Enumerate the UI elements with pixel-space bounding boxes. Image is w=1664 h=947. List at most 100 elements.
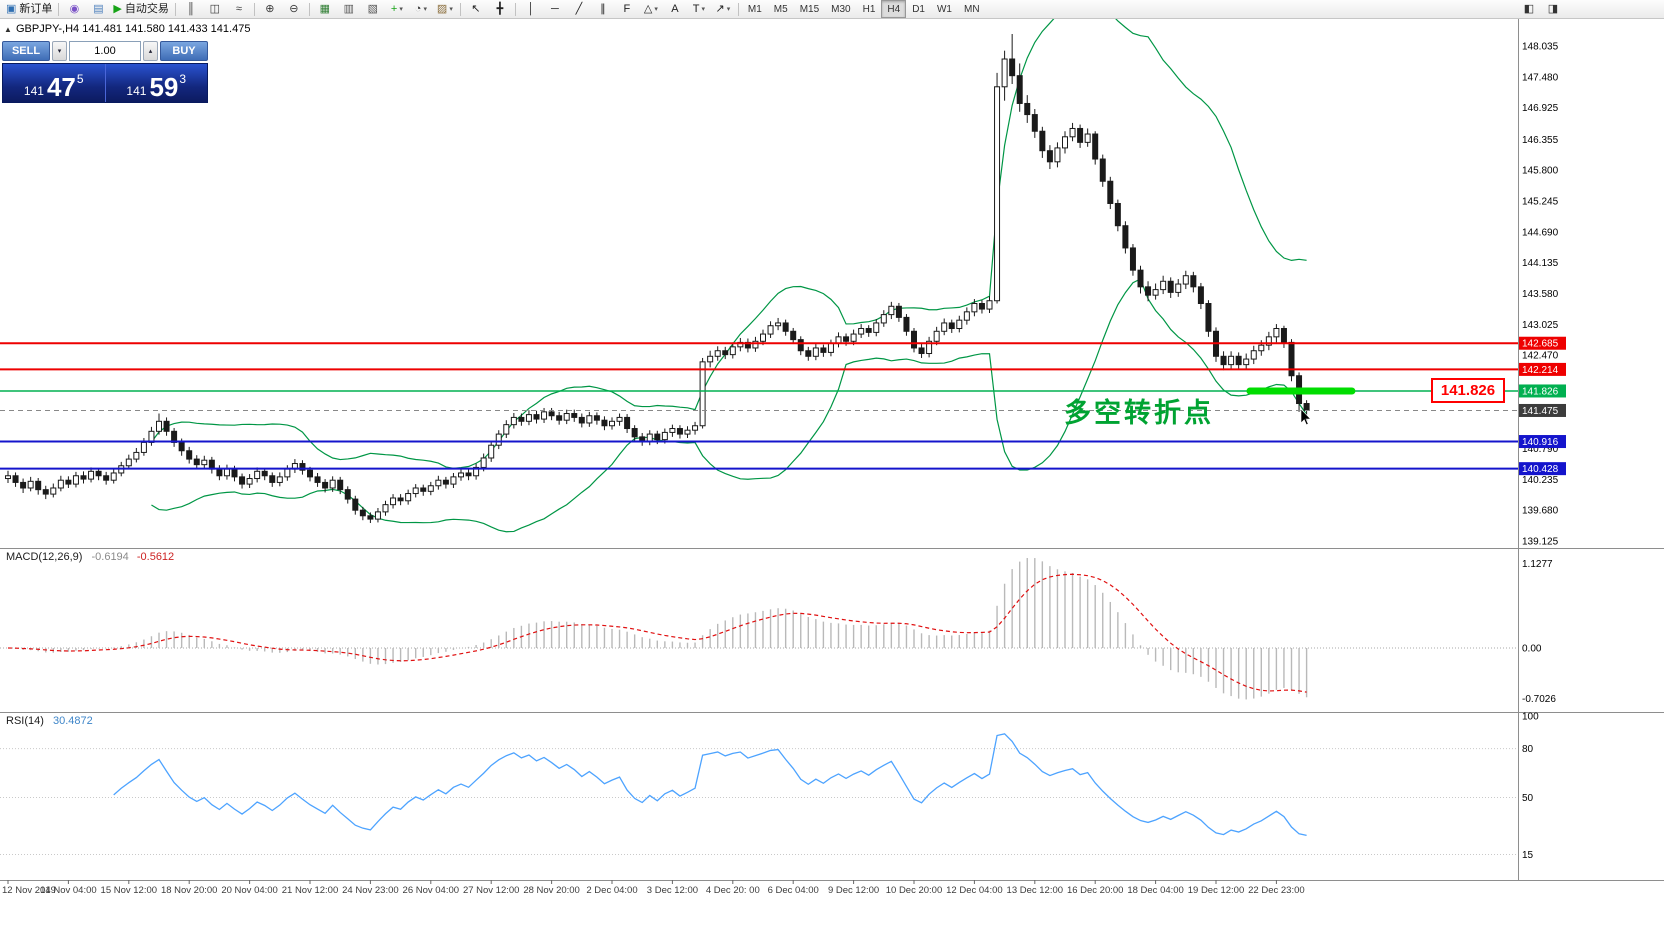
candle-body — [352, 498, 359, 511]
periods-button[interactable]: ◔ ▾ — [409, 0, 433, 19]
chart-line-icon: ≈ — [235, 2, 242, 15]
chart-bars-button[interactable]: ║ — [179, 0, 203, 19]
auto-trading-label: 自动交易 — [124, 2, 169, 15]
chart-autoscroll-button[interactable]: ◨ — [1547, 2, 1559, 15]
vertical-line-icon: │ — [527, 2, 535, 15]
timeframe-m5-button[interactable]: M5 — [773, 3, 788, 15]
candle-body — [1054, 147, 1061, 163]
zoom-out-button[interactable]: ⊖ — [282, 0, 306, 19]
price-tick-label: 147.480 — [1522, 72, 1559, 83]
caret-down-icon: ▾ — [449, 5, 453, 13]
timeframe-m15-button[interactable]: M15 — [799, 3, 820, 15]
sell-button[interactable]: SELL — [2, 41, 50, 61]
candle-body — [442, 479, 449, 485]
text-button[interactable]: A — [663, 0, 687, 19]
chart-candlesticks-button[interactable]: ◫ — [203, 0, 227, 19]
candle-body — [805, 350, 812, 357]
caret-down-icon: ▾ — [701, 5, 705, 13]
vertical-line-button[interactable]: │ — [519, 0, 543, 19]
candle-body — [1016, 75, 1023, 104]
chart-line-button[interactable]: ≈ — [227, 0, 251, 19]
candle-body — [941, 322, 948, 332]
candle-body — [510, 416, 517, 426]
cursor-button[interactable]: ↖ — [464, 0, 488, 19]
rsi-line — [113, 733, 1307, 836]
time-label: 24 Nov 23:00 — [342, 885, 399, 896]
charts-toolbar-button[interactable]: ▤ — [86, 0, 110, 19]
cascade-windows-icon: ▧ — [367, 2, 379, 15]
rsi-pane — [0, 733, 1518, 856]
crosshair-icon: ╋ — [496, 2, 504, 15]
candle-body — [246, 478, 253, 485]
candle-body — [533, 414, 540, 420]
arrows-button[interactable]: ↗ ▾ — [711, 0, 735, 19]
chart-annotation-text[interactable]: 多空转折点 — [1064, 398, 1214, 428]
timeframe-mn-button[interactable]: MN — [963, 3, 980, 15]
candle-body — [571, 413, 578, 418]
sell-price-main: 47 — [46, 72, 76, 103]
macd-signal-line — [7, 573, 1307, 693]
candle-body — [1303, 403, 1310, 411]
price-tick-label: 143.025 — [1522, 320, 1559, 331]
buy-button[interactable]: BUY — [160, 41, 208, 61]
bollinger-upper-band[interactable] — [150, 0, 1307, 469]
zoom-in-button[interactable]: ⊕ — [258, 0, 282, 19]
fibonacci-retracement-icon: F — [623, 2, 631, 15]
candle-body — [865, 328, 872, 333]
crosshair-button[interactable]: ╋ — [488, 0, 512, 19]
candle-body — [699, 361, 706, 427]
candle-body — [933, 330, 940, 342]
shapes-button[interactable]: △ ▾ — [639, 0, 663, 19]
timeframe-h4-button[interactable]: H4 — [881, 0, 907, 18]
horizontal-line-button[interactable]: ─ — [543, 0, 567, 19]
candle-body — [223, 468, 230, 477]
text-label-button[interactable]: T ▾ — [687, 0, 711, 19]
buy-price-prefix: 141 — [126, 83, 147, 98]
indicators-list-button[interactable]: + ▾ — [385, 0, 409, 19]
timeframe-w1-button[interactable]: W1 — [936, 3, 952, 15]
price-line-label-box — [1519, 384, 1566, 398]
candle-body — [827, 343, 834, 353]
one-click-collapse-arrow[interactable]: ▲ — [4, 25, 12, 34]
tile-windows-button[interactable]: ▦ — [313, 0, 337, 19]
time-label: 2 Dec 04:00 — [586, 885, 637, 896]
equidistant-channel-button[interactable]: ∥ — [591, 0, 615, 19]
auto-trading-button[interactable]: ▶ 自动交易 — [110, 0, 171, 19]
candle-body — [488, 444, 495, 459]
price-alert-box[interactable]: 141.826 — [1431, 378, 1505, 403]
trendline-button[interactable]: ╱ — [567, 0, 591, 19]
periods-icon: ◔ — [414, 2, 422, 15]
mql5-community-button[interactable]: ◉ — [62, 0, 86, 19]
candle-body — [1084, 133, 1091, 143]
candle-body — [963, 311, 970, 321]
candle-body — [1160, 280, 1167, 291]
new-order-button[interactable]: ▣ 新订单 — [3, 0, 55, 19]
candle-body — [669, 428, 676, 433]
trendline-icon: ╱ — [575, 2, 583, 15]
timeframe-h1-button[interactable]: H1 — [862, 3, 876, 15]
fibonacci-retracement-button[interactable]: F — [615, 0, 639, 19]
volume-input[interactable] — [69, 41, 141, 61]
candle-body — [1288, 341, 1295, 377]
macd-name: MACD(12,26,9) — [6, 551, 83, 563]
timeframe-m1-button[interactable]: M1 — [747, 3, 762, 15]
toolbar-separator — [174, 2, 176, 16]
buy-price-display[interactable]: 141 59 3 — [106, 64, 208, 102]
templates-button[interactable]: ▨ ▾ — [433, 0, 457, 19]
timeframe-m30-button[interactable]: M30 — [831, 3, 851, 15]
volume-increase-button[interactable]: ▴ — [143, 41, 158, 61]
candle-body — [80, 475, 87, 480]
timeframe-d1-button[interactable]: D1 — [912, 3, 925, 15]
volume-decrease-button[interactable]: ▾ — [52, 41, 67, 61]
candle-body — [714, 350, 721, 357]
chart-shift-button[interactable]: ◧ — [1523, 2, 1535, 15]
candle-body — [631, 428, 638, 438]
cascade-windows-button[interactable]: ▧ — [361, 0, 385, 19]
candle-body — [797, 339, 804, 352]
candle-body — [729, 346, 736, 356]
auto-arrange-button[interactable]: ▥ — [337, 0, 361, 19]
sell-price-display[interactable]: 141 47 5 — [3, 64, 105, 102]
bollinger-lower-band[interactable] — [151, 278, 1308, 533]
time-label: 13 Dec 12:00 — [1007, 885, 1064, 896]
